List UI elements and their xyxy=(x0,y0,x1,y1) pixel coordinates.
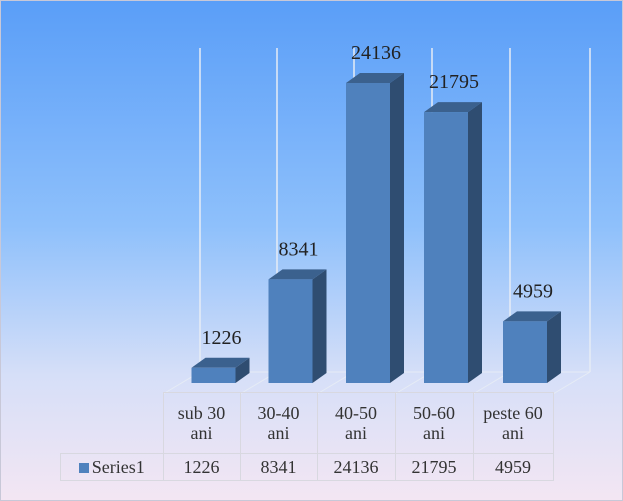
table-value: 4959 xyxy=(472,453,554,481)
x-tick-label: 40-50 ani xyxy=(316,392,396,454)
bar-front xyxy=(503,321,547,383)
data-label: 24136 xyxy=(351,42,401,64)
bar xyxy=(268,269,327,383)
bar xyxy=(191,357,250,383)
bar-side xyxy=(547,311,561,383)
bar xyxy=(503,311,561,383)
corner xyxy=(60,392,164,454)
bar-front xyxy=(346,83,390,383)
bar-top xyxy=(268,269,327,280)
bar-top xyxy=(191,357,250,368)
x-tick-label-text: 50-60 ani xyxy=(413,403,455,443)
x-tick-label: 30-40 ani xyxy=(239,392,318,454)
bar xyxy=(424,102,482,384)
data-label: 8341 xyxy=(279,238,319,260)
legend-label: Series1 xyxy=(91,457,145,477)
table-value-text: 4959 xyxy=(495,457,531,477)
bar-front xyxy=(268,279,313,383)
floor-line xyxy=(552,371,591,395)
x-tick-label-text: sub 30 ani xyxy=(177,403,226,443)
table-value-text: 24136 xyxy=(333,457,379,477)
bar-side xyxy=(468,102,482,384)
x-tick-label: 50-60 ani xyxy=(394,392,474,454)
data-label: 1226 xyxy=(202,327,242,349)
bar-front xyxy=(191,367,236,383)
table-value: 1226 xyxy=(162,453,241,481)
bar-side xyxy=(390,73,404,383)
x-tick-label-text: peste 60 ani xyxy=(483,403,543,443)
x-tick-label: sub 30 ani xyxy=(162,392,241,454)
x-tick-label-text: 40-50 ani xyxy=(335,403,377,443)
bar-side xyxy=(235,357,250,383)
table-value: 24136 xyxy=(316,453,396,481)
data-table: sub 30 ani 30-40 ani 40-50 ani 50-60 ani pes… xyxy=(60,392,554,481)
category-row: sub 30 ani 30-40 ani 40-50 ani 50-60 ani pes… xyxy=(60,392,554,454)
table-value: 8341 xyxy=(239,453,318,481)
legend-entry: Series1 xyxy=(60,453,164,481)
table-value-text: 8341 xyxy=(260,457,297,477)
legend-key xyxy=(78,463,89,473)
bar-top xyxy=(346,73,404,83)
table-value-text: 1226 xyxy=(183,457,220,477)
table-value: 21795 xyxy=(394,453,474,481)
bar-side xyxy=(312,269,327,383)
bar-front xyxy=(424,112,468,384)
bar-top xyxy=(424,102,482,113)
data-label: 21795 xyxy=(429,71,479,93)
table-value-text: 21795 xyxy=(411,457,457,477)
bar xyxy=(346,73,404,383)
bar-top xyxy=(503,311,561,322)
x-tick-label: peste 60 ani xyxy=(472,392,554,454)
data-label: 4959 xyxy=(513,280,553,302)
series-row: Series1 1226 8341 24136 21795 4959 xyxy=(60,453,554,481)
x-tick-label-text: 30-40 ani xyxy=(257,403,300,443)
